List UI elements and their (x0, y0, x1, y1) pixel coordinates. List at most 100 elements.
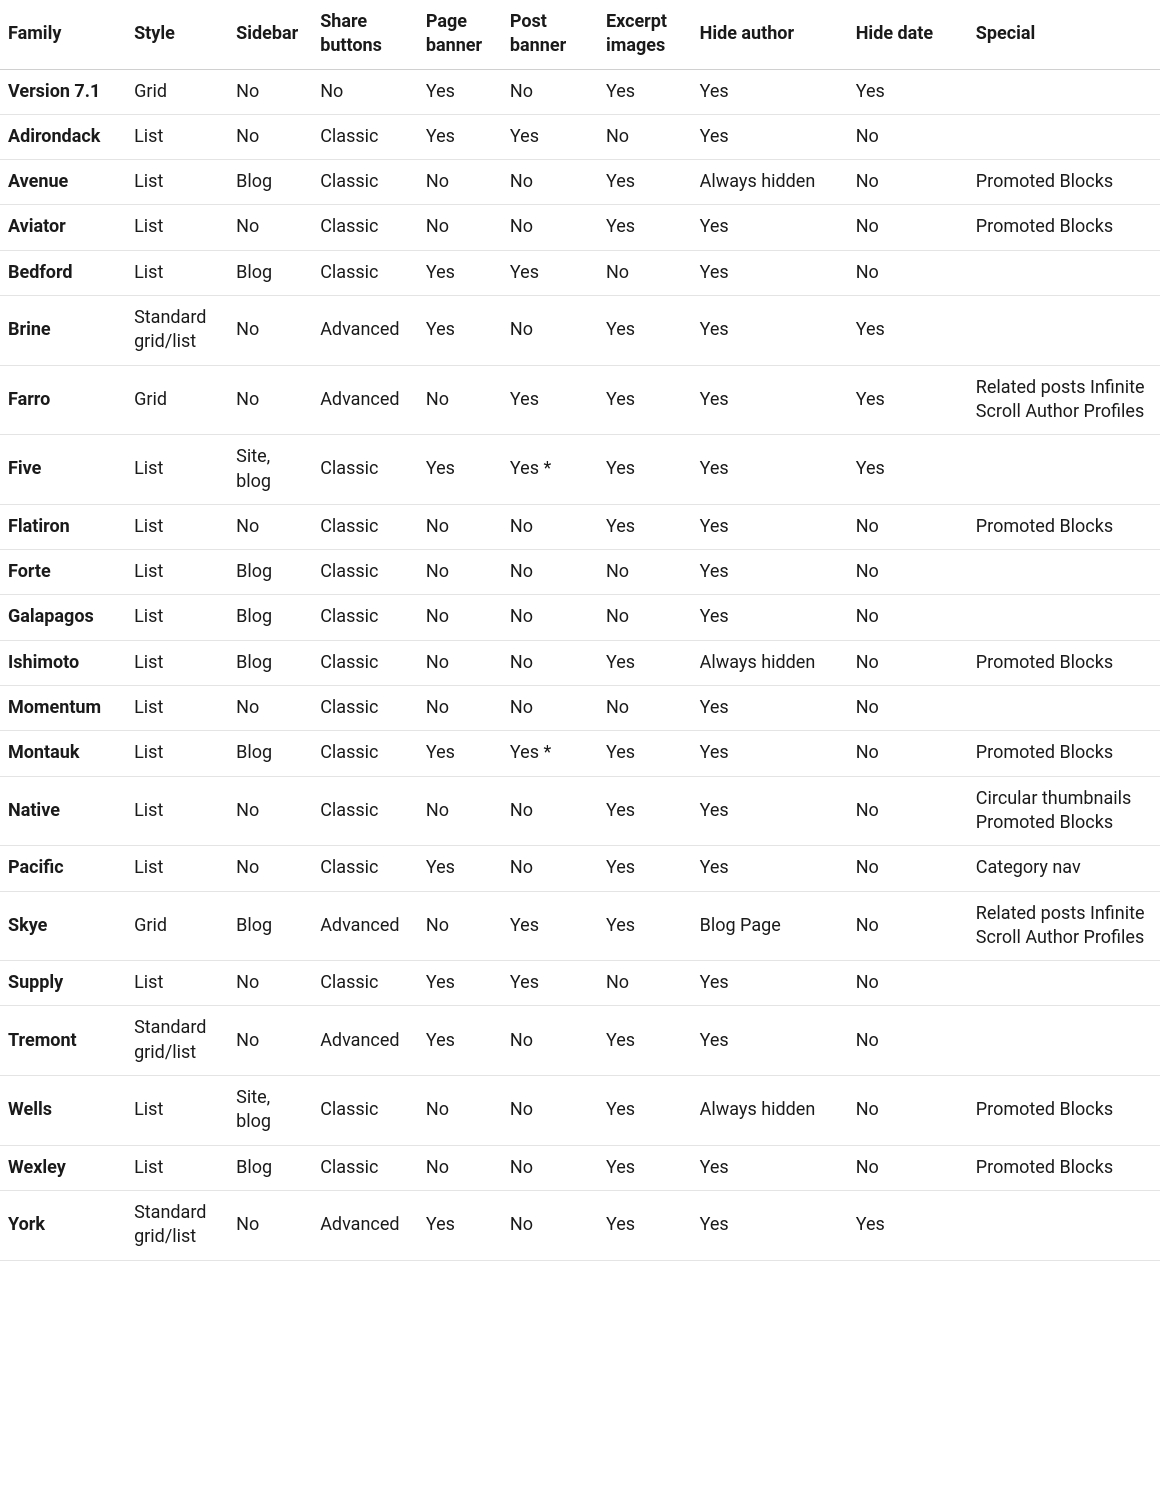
col-header-special: Special (968, 0, 1160, 69)
table-row: IshimotoListBlogClassicNoNoYesAlways hid… (0, 640, 1160, 685)
table-row: FlatironListNoClassicNoNoYesYesNoPromote… (0, 504, 1160, 549)
cell-style: List (126, 160, 228, 205)
cell-hide_date: No (848, 550, 968, 595)
table-row: MomentumListNoClassicNoNoNoYesNo (0, 686, 1160, 731)
cell-special (968, 114, 1160, 159)
cell-style: List (126, 550, 228, 595)
cell-excerpt_images: No (598, 686, 692, 731)
cell-sidebar: No (228, 296, 312, 366)
cell-share_buttons: Classic (312, 776, 418, 846)
cell-family: Adirondack (0, 114, 126, 159)
cell-share_buttons: Classic (312, 504, 418, 549)
cell-sidebar: No (228, 205, 312, 250)
cell-post_banner: No (502, 160, 598, 205)
cell-style: Standard grid/list (126, 1190, 228, 1260)
cell-page_banner: Yes (418, 1006, 502, 1076)
table-row: FarroGridNoAdvancedNoYesYesYesYesRelated… (0, 365, 1160, 435)
cell-hide_author: Yes (692, 731, 848, 776)
cell-post_banner: No (502, 205, 598, 250)
cell-hide_date: No (848, 160, 968, 205)
cell-hide_author: Yes (692, 776, 848, 846)
cell-sidebar: No (228, 1006, 312, 1076)
cell-hide_author: Yes (692, 250, 848, 295)
cell-post_banner: No (502, 640, 598, 685)
cell-special: Promoted Blocks (968, 1145, 1160, 1190)
header-row: FamilyStyleSidebarShare buttonsPage bann… (0, 0, 1160, 69)
table-row: NativeListNoClassicNoNoYesYesNoCircular … (0, 776, 1160, 846)
cell-sidebar: Blog (228, 550, 312, 595)
cell-page_banner: No (418, 504, 502, 549)
table-row: FiveListSite, blogClassicYesYes *YesYesY… (0, 435, 1160, 505)
cell-share_buttons: Classic (312, 1145, 418, 1190)
cell-post_banner: No (502, 1076, 598, 1146)
cell-excerpt_images: Yes (598, 731, 692, 776)
cell-hide_date: No (848, 1076, 968, 1146)
cell-post_banner: No (502, 595, 598, 640)
cell-post_banner: No (502, 1145, 598, 1190)
cell-page_banner: Yes (418, 296, 502, 366)
cell-share_buttons: Classic (312, 686, 418, 731)
cell-share_buttons: No (312, 69, 418, 114)
cell-post_banner: No (502, 296, 598, 366)
cell-style: List (126, 435, 228, 505)
table-row: SupplyListNoClassicYesYesNoYesNo (0, 961, 1160, 1006)
cell-family: York (0, 1190, 126, 1260)
cell-page_banner: Yes (418, 250, 502, 295)
cell-excerpt_images: Yes (598, 504, 692, 549)
cell-sidebar: Blog (228, 595, 312, 640)
cell-hide_date: No (848, 961, 968, 1006)
cell-style: List (126, 686, 228, 731)
cell-page_banner: No (418, 640, 502, 685)
cell-hide_author: Yes (692, 1006, 848, 1076)
cell-sidebar: Blog (228, 250, 312, 295)
cell-family: Skye (0, 891, 126, 961)
cell-hide_author: Yes (692, 686, 848, 731)
table-row: AvenueListBlogClassicNoNoYesAlways hidde… (0, 160, 1160, 205)
cell-hide_date: No (848, 776, 968, 846)
cell-special (968, 595, 1160, 640)
cell-style: Grid (126, 891, 228, 961)
cell-style: List (126, 504, 228, 549)
cell-excerpt_images: Yes (598, 891, 692, 961)
cell-hide_date: No (848, 595, 968, 640)
cell-excerpt_images: Yes (598, 69, 692, 114)
cell-post_banner: No (502, 1190, 598, 1260)
cell-sidebar: No (228, 1190, 312, 1260)
cell-share_buttons: Classic (312, 205, 418, 250)
cell-share_buttons: Advanced (312, 891, 418, 961)
cell-share_buttons: Classic (312, 961, 418, 1006)
col-header-excerpt_images: Excerpt images (598, 0, 692, 69)
table-row: Version 7.1GridNoNoYesNoYesYesYes (0, 69, 1160, 114)
cell-page_banner: Yes (418, 69, 502, 114)
cell-hide_author: Yes (692, 595, 848, 640)
cell-page_banner: Yes (418, 1190, 502, 1260)
cell-sidebar: No (228, 504, 312, 549)
cell-page_banner: Yes (418, 846, 502, 891)
cell-style: List (126, 776, 228, 846)
cell-sidebar: No (228, 961, 312, 1006)
cell-family: Avenue (0, 160, 126, 205)
cell-sidebar: No (228, 114, 312, 159)
cell-hide_date: Yes (848, 69, 968, 114)
col-header-family: Family (0, 0, 126, 69)
cell-hide_date: Yes (848, 1190, 968, 1260)
table-row: AdirondackListNoClassicYesYesNoYesNo (0, 114, 1160, 159)
cell-special: Promoted Blocks (968, 731, 1160, 776)
cell-family: Supply (0, 961, 126, 1006)
cell-post_banner: Yes (502, 114, 598, 159)
cell-excerpt_images: No (598, 114, 692, 159)
cell-hide_author: Yes (692, 1145, 848, 1190)
cell-hide_author: Yes (692, 365, 848, 435)
cell-hide_date: Yes (848, 435, 968, 505)
cell-excerpt_images: No (598, 595, 692, 640)
cell-share_buttons: Classic (312, 595, 418, 640)
cell-special: Related posts Infinite Scroll Author Pro… (968, 365, 1160, 435)
cell-excerpt_images: Yes (598, 296, 692, 366)
cell-family: Five (0, 435, 126, 505)
cell-share_buttons: Classic (312, 114, 418, 159)
cell-post_banner: No (502, 504, 598, 549)
cell-sidebar: No (228, 365, 312, 435)
cell-excerpt_images: Yes (598, 1006, 692, 1076)
cell-special (968, 296, 1160, 366)
col-header-share_buttons: Share buttons (312, 0, 418, 69)
